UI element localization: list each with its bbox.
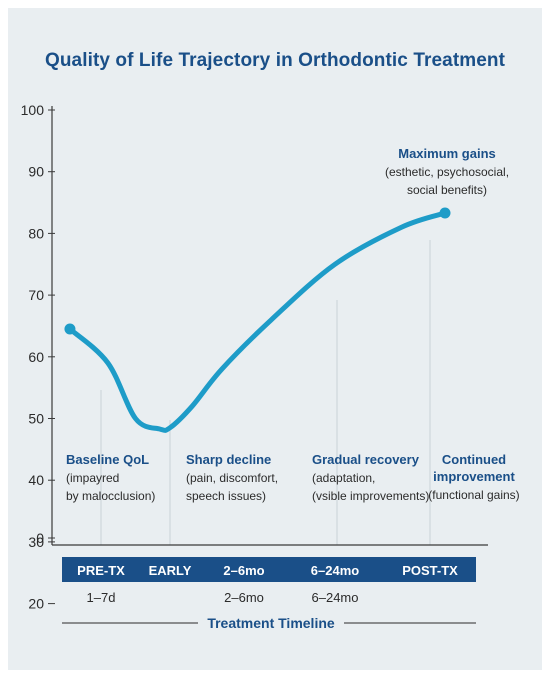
y-tick-label: 90 bbox=[28, 164, 44, 180]
annotation-heading: Maximum gains bbox=[398, 146, 496, 161]
start-point bbox=[64, 323, 76, 335]
duration-label: 6–24mo bbox=[312, 590, 359, 605]
y-tick-label: 40 bbox=[28, 472, 44, 488]
annotation-text: (esthetic, psychosocial, bbox=[385, 165, 509, 179]
annotation-text: (adaptation, bbox=[312, 471, 375, 485]
duration-label: 1–7d bbox=[87, 590, 116, 605]
qol-curve bbox=[67, 210, 448, 433]
y-tick-label: 100 bbox=[21, 102, 45, 118]
phase-label: 2–6mo bbox=[223, 563, 264, 578]
y-tick-label: 50 bbox=[28, 411, 44, 427]
y-tick-label: 0 bbox=[36, 530, 44, 546]
duration-label: 2–6mo bbox=[224, 590, 264, 605]
end-point bbox=[439, 207, 451, 219]
phase-bar bbox=[62, 557, 476, 582]
annotation-text: (functional gains) bbox=[428, 488, 519, 502]
annotation-text: (impayred bbox=[66, 471, 119, 485]
phase-label: PRE-TX bbox=[77, 563, 125, 578]
y-tick-label: 60 bbox=[28, 349, 44, 365]
y-tick-label: 80 bbox=[28, 225, 44, 241]
annotation-heading: Sharp decline bbox=[186, 452, 271, 467]
annotation-heading: improvement bbox=[433, 469, 515, 484]
annotation-text: speech issues) bbox=[186, 489, 266, 503]
annotation-heading: Baseline QoL bbox=[66, 452, 149, 467]
annotation-heading: Continued bbox=[442, 452, 506, 467]
y-tick-label: 30 bbox=[28, 534, 44, 550]
y-tick-label: 70 bbox=[28, 287, 44, 303]
annotation-text: (pain, discomfort, bbox=[186, 471, 278, 485]
annotation-text: by malocclusion) bbox=[66, 489, 155, 503]
phase-label: 6–24mo bbox=[311, 563, 359, 578]
x-axis-title: Treatment Timeline bbox=[207, 615, 335, 631]
y-tick-label: 20 bbox=[28, 596, 44, 612]
annotation-heading: Gradual recovery bbox=[312, 452, 420, 467]
chart-title: Quality of Life Trajectory in Orthodonti… bbox=[44, 50, 506, 71]
annotation-text: (vsible improvements) bbox=[312, 489, 429, 503]
annotation-text: social benefits) bbox=[407, 183, 487, 197]
phase-label: EARLY bbox=[149, 563, 192, 578]
phase-label: POST-TX bbox=[402, 563, 458, 578]
